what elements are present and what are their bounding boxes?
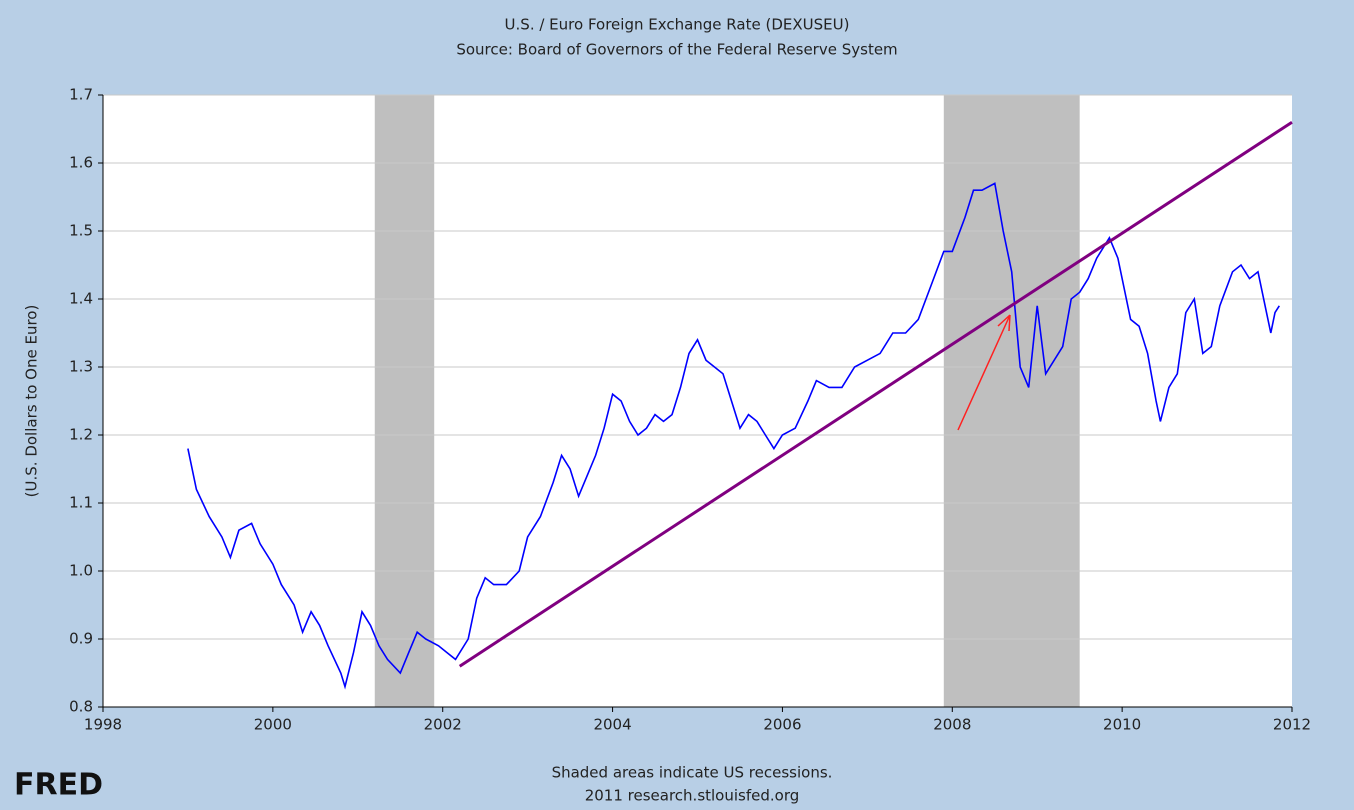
y-tick-label: 1.4 <box>69 290 93 308</box>
y-tick-label: 0.8 <box>69 698 93 716</box>
y-tick-label: 0.9 <box>69 630 93 648</box>
y-tick-label: 1.6 <box>69 154 93 172</box>
x-tick-label: 2010 <box>1103 716 1141 734</box>
chart-title: U.S. / Euro Foreign Exchange Rate (DEXUS… <box>505 16 850 34</box>
logo: FRED <box>14 768 103 803</box>
x-tick-label: 2004 <box>593 716 631 734</box>
plot-area <box>103 95 1292 707</box>
source: 2011 research.stlouisfed.org <box>585 787 800 805</box>
y-axis-label: (U.S. Dollars to One Euro) <box>23 305 41 498</box>
x-tick-label: 2006 <box>763 716 801 734</box>
x-tick-label: 2000 <box>254 716 292 734</box>
chart-subtitle: Source: Board of Governors of the Federa… <box>456 41 897 59</box>
y-tick-label: 1.2 <box>69 426 93 444</box>
y-tick-label: 1.3 <box>69 358 93 376</box>
footnote: Shaded areas indicate US recessions. <box>552 764 833 782</box>
y-tick-label: 1.7 <box>69 86 93 104</box>
recession-band <box>374 95 435 707</box>
x-tick-label: 2012 <box>1273 716 1311 734</box>
y-tick-label: 1.1 <box>69 494 93 512</box>
x-tick-label: 2008 <box>933 716 971 734</box>
recession-band <box>943 95 1080 707</box>
x-tick-label: 2002 <box>424 716 462 734</box>
x-tick-label: 1998 <box>84 716 122 734</box>
y-tick-label: 1.5 <box>69 222 93 240</box>
annotation-arrow <box>957 314 1011 431</box>
y-tick-label: 1.0 <box>69 562 93 580</box>
trend-line <box>458 120 1293 668</box>
data-line <box>187 182 1280 690</box>
